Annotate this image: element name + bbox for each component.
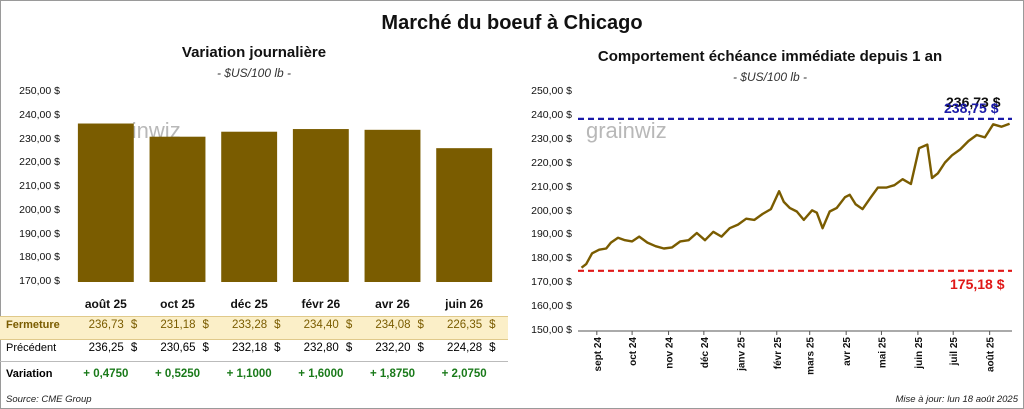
right-y-tick: 210,00 $ [531, 180, 572, 193]
left-y-tick: 180,00 $ [19, 251, 60, 264]
right-y-tick: 150,00 $ [531, 324, 572, 336]
cell-precedent: 232,80 [303, 342, 339, 354]
cell-variation: + 1,8750 [369, 368, 416, 380]
cell-dollar: $ [202, 319, 209, 331]
bar-5 [436, 148, 493, 282]
right-y-tick: 170,00 $ [531, 276, 572, 289]
right-x-tick-label: sept 24 [593, 337, 604, 372]
left-y-tick: 220,00 $ [19, 156, 60, 169]
x-category-label: févr 26 [301, 297, 341, 311]
main-title: Marché du boeuf à Chicago [381, 12, 643, 34]
cell-variation: + 2,0750 [441, 368, 487, 380]
right-x-tick-label: mars 25 [806, 337, 817, 375]
cell-dollar: $ [274, 319, 281, 331]
right-y-tick: 180,00 $ [531, 252, 572, 265]
row-fermeture-band [0, 316, 508, 340]
left-y-tick: 200,00 $ [19, 203, 60, 216]
bar-2 [221, 131, 278, 282]
x-category-label: août 25 [84, 297, 127, 311]
bar-0 [77, 123, 134, 282]
row-precedent-band [0, 339, 508, 362]
low-price-label: 175,18 $ [950, 276, 1005, 292]
cell-dollar: $ [489, 319, 496, 331]
right-chart-title: Comportement échéance immédiate depuis 1… [597, 48, 943, 65]
right-y-tick: 240,00 $ [531, 108, 572, 121]
left-y-tick: 210,00 $ [19, 180, 60, 192]
cell-fermeture: 231,18 [160, 319, 196, 331]
left-y-tick: 240,00 $ [19, 108, 60, 121]
x-category-label: juin 26 [445, 297, 484, 311]
right-x-tick-label: août 25 [986, 337, 997, 372]
cell-dollar: $ [130, 319, 138, 331]
x-category-label: oct 25 [160, 297, 195, 311]
right-x-tick-label: juin 25 [914, 337, 925, 370]
cell-dollar: $ [130, 342, 138, 354]
left-y-tick: 250,00 $ [19, 85, 60, 97]
left-bar-chart: grainwiz [77, 118, 493, 282]
right-x-tick-label: juil 25 [949, 337, 960, 367]
right-x-tick-label: nov 24 [665, 337, 676, 369]
right-watermark: grainwiz [586, 118, 667, 143]
bar-4 [364, 129, 421, 282]
cell-variation: + 1,6000 [298, 368, 344, 380]
cell-fermeture: 233,28 [231, 319, 268, 331]
cell-fermeture: 234,40 [303, 319, 339, 331]
left-y-tick: 230,00 $ [19, 132, 60, 145]
cell-variation: + 0,5250 [154, 368, 201, 380]
right-y-tick: 230,00 $ [531, 132, 572, 145]
cell-fermeture: 236,73 [88, 319, 124, 331]
left-chart-unit: - $US/100 lb - [216, 66, 292, 80]
right-x-tick-label: févr 25 [773, 337, 784, 370]
cell-fermeture: 234,08 [375, 319, 411, 331]
cell-variation: + 1,1000 [226, 368, 272, 380]
high-price-label: 238,75 $ [944, 100, 999, 116]
right-x-tick-label: avr 25 [842, 337, 853, 366]
right-y-tick: 160,00 $ [531, 300, 572, 313]
cell-precedent: 232,20 [375, 342, 411, 354]
cell-dollar: $ [417, 342, 424, 354]
bar-3 [292, 129, 349, 282]
right-x-tick-label: oct 24 [628, 337, 639, 366]
right-y-tick: 220,00 $ [531, 156, 572, 169]
right-y-tick: 200,00 $ [531, 204, 572, 217]
bar-1 [149, 136, 206, 282]
row-label-fermeture: Fermeture [6, 319, 60, 331]
last-price-label: 236,73 $ [946, 94, 1001, 110]
cell-dollar: $ [345, 319, 353, 331]
update-note: Mise à jour: lun 18 août 2025 [895, 394, 1018, 405]
cell-dollar: $ [202, 342, 209, 354]
right-x-tick-label: déc 24 [700, 337, 711, 369]
left-y-tick: 190,00 $ [19, 227, 60, 240]
price-series-line [580, 122, 1011, 269]
cell-dollar: $ [489, 342, 496, 354]
x-category-label: déc 25 [230, 297, 268, 311]
cell-precedent: 232,18 [231, 342, 268, 354]
cell-dollar: $ [274, 342, 281, 354]
right-x-tick-label: mai 25 [877, 337, 888, 369]
row-label-precedent: Précédent [6, 342, 57, 354]
row-label-variation: Variation [6, 368, 53, 380]
left-y-tick: 170,00 $ [19, 275, 60, 287]
cell-precedent: 224,28 [446, 342, 483, 354]
cell-dollar: $ [417, 319, 424, 331]
cell-dollar: $ [345, 342, 353, 354]
x-category-label: avr 26 [375, 297, 410, 311]
cell-precedent: 230,65 [160, 342, 196, 354]
right-y-tick: 190,00 $ [531, 228, 572, 241]
right-chart-unit: - $US/100 lb - [732, 70, 808, 84]
cell-fermeture: 226,35 [446, 319, 483, 331]
left-chart-title: Variation journalière [181, 44, 327, 61]
cell-precedent: 236,25 [88, 342, 124, 354]
cell-variation: + 0,4750 [83, 368, 129, 380]
right-y-tick: 250,00 $ [531, 85, 572, 97]
right-x-tick-label: janv 25 [736, 337, 747, 372]
source-note: Source: CME Group [6, 394, 92, 405]
